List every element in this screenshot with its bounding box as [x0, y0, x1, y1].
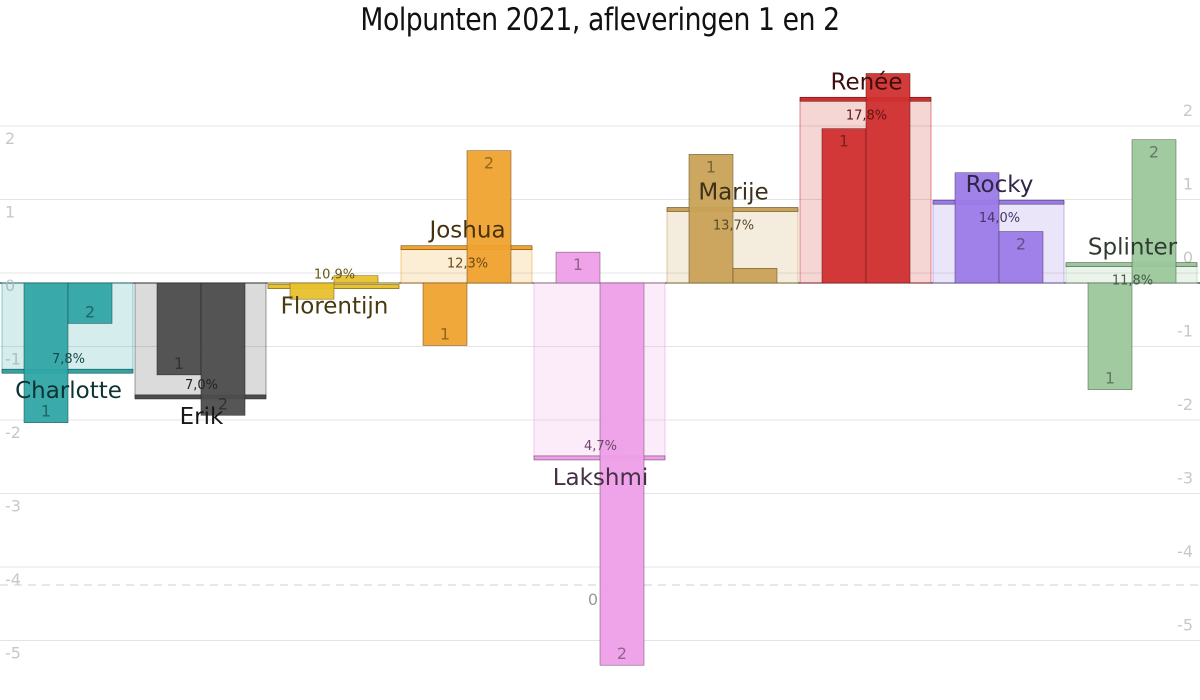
episode-label: 1 [440, 324, 450, 343]
episode-label: 2 [1016, 235, 1026, 254]
percentage-label: 4,7% [584, 439, 617, 454]
average-line [533, 455, 666, 461]
episode-label: 2 [484, 154, 494, 173]
contestant-name: Renée [831, 69, 903, 95]
episode-bar [289, 282, 335, 300]
percentage-label: 11,8% [1112, 274, 1153, 289]
percentage-label: 14,0% [979, 211, 1020, 226]
contestant-name: Lakshmi [553, 465, 649, 491]
episode-bar [732, 268, 778, 284]
contestant-name: Rocky [966, 172, 1034, 198]
episode-bar [67, 282, 113, 324]
average-line [400, 245, 533, 251]
right-tick-label: 0 [1183, 248, 1193, 267]
average-line [134, 394, 267, 400]
right-tick-label: -4 [1177, 542, 1193, 561]
left-tick-label: -5 [5, 644, 21, 663]
episode-bar [954, 172, 1000, 284]
episode-label: 1 [706, 157, 716, 176]
bar-labels: 127,8%Charlotte127,0%Erik10,9%Florentijn… [15, 69, 1178, 663]
episode-label: 1 [174, 354, 184, 373]
left-tick-label: -4 [5, 570, 21, 589]
episode-bar [865, 73, 911, 284]
average-line [1065, 262, 1198, 267]
axis-ticks: 2 1 0 -1 -2 -3 -4 -5 2 1 0 -1 -2 -3 -4 -5 [5, 101, 1193, 663]
right-tick-label: 2 [1183, 101, 1193, 120]
chart-title: Molpunten 2021, afleveringen 1 en 2 [360, 2, 840, 38]
contestant-name: Erik [180, 404, 224, 430]
episode-label: 1 [839, 132, 849, 151]
episode-bar [998, 231, 1044, 284]
average-line [799, 96, 932, 102]
contestant-name: Splinter [1088, 235, 1178, 261]
left-tick-label: -1 [5, 350, 21, 369]
contestant-name: Joshua [427, 218, 505, 244]
right-tick-label: 1 [1183, 175, 1193, 194]
left-tick-label: -3 [5, 497, 21, 516]
episode-bar [333, 275, 379, 284]
contestant-name: Florentijn [281, 294, 389, 320]
contestant-name: Charlotte [15, 378, 122, 404]
episode-label: 2 [218, 394, 228, 413]
left-tick-label: 1 [5, 203, 15, 222]
extra-label: 0 [588, 590, 598, 609]
episode-bar [555, 251, 601, 284]
episode-bar [466, 150, 512, 284]
episode-bar [1131, 139, 1177, 284]
episode-label: 1 [1105, 369, 1115, 388]
left-tick-label: 0 [5, 276, 15, 295]
percentage-label: 13,7% [713, 219, 754, 234]
right-tick-label: -3 [1177, 469, 1193, 488]
right-tick-label: -5 [1177, 616, 1193, 635]
average-band [533, 282, 666, 459]
episode-label: 1 [41, 402, 51, 421]
episode-label: 1 [573, 255, 583, 274]
episode-bar [422, 282, 468, 346]
episode-bar [156, 282, 202, 376]
episode-bar [599, 282, 645, 666]
left-tick-label: 2 [5, 129, 15, 148]
right-tick-label: -1 [1177, 322, 1193, 341]
episode-label: 2 [617, 644, 627, 663]
bars [1, 73, 1198, 666]
percentage-label: 17,8% [846, 108, 887, 123]
episode-bar [688, 154, 734, 284]
episode-label: 2 [85, 302, 95, 321]
left-tick-label: -2 [5, 423, 21, 442]
episode-bar [821, 128, 867, 284]
episode-bar [200, 282, 246, 416]
episode-bar [1087, 282, 1133, 390]
percentage-label: 7,0% [185, 378, 218, 393]
percentage-label: 12,3% [447, 257, 488, 272]
contestant-name: Marije [698, 180, 768, 206]
percentage-label: 7,8% [52, 352, 85, 367]
episode-label: 2 [1149, 143, 1159, 162]
right-tick-label: -2 [1177, 395, 1193, 414]
percentage-label: 10,9% [314, 268, 355, 283]
episode-bar [23, 282, 69, 423]
